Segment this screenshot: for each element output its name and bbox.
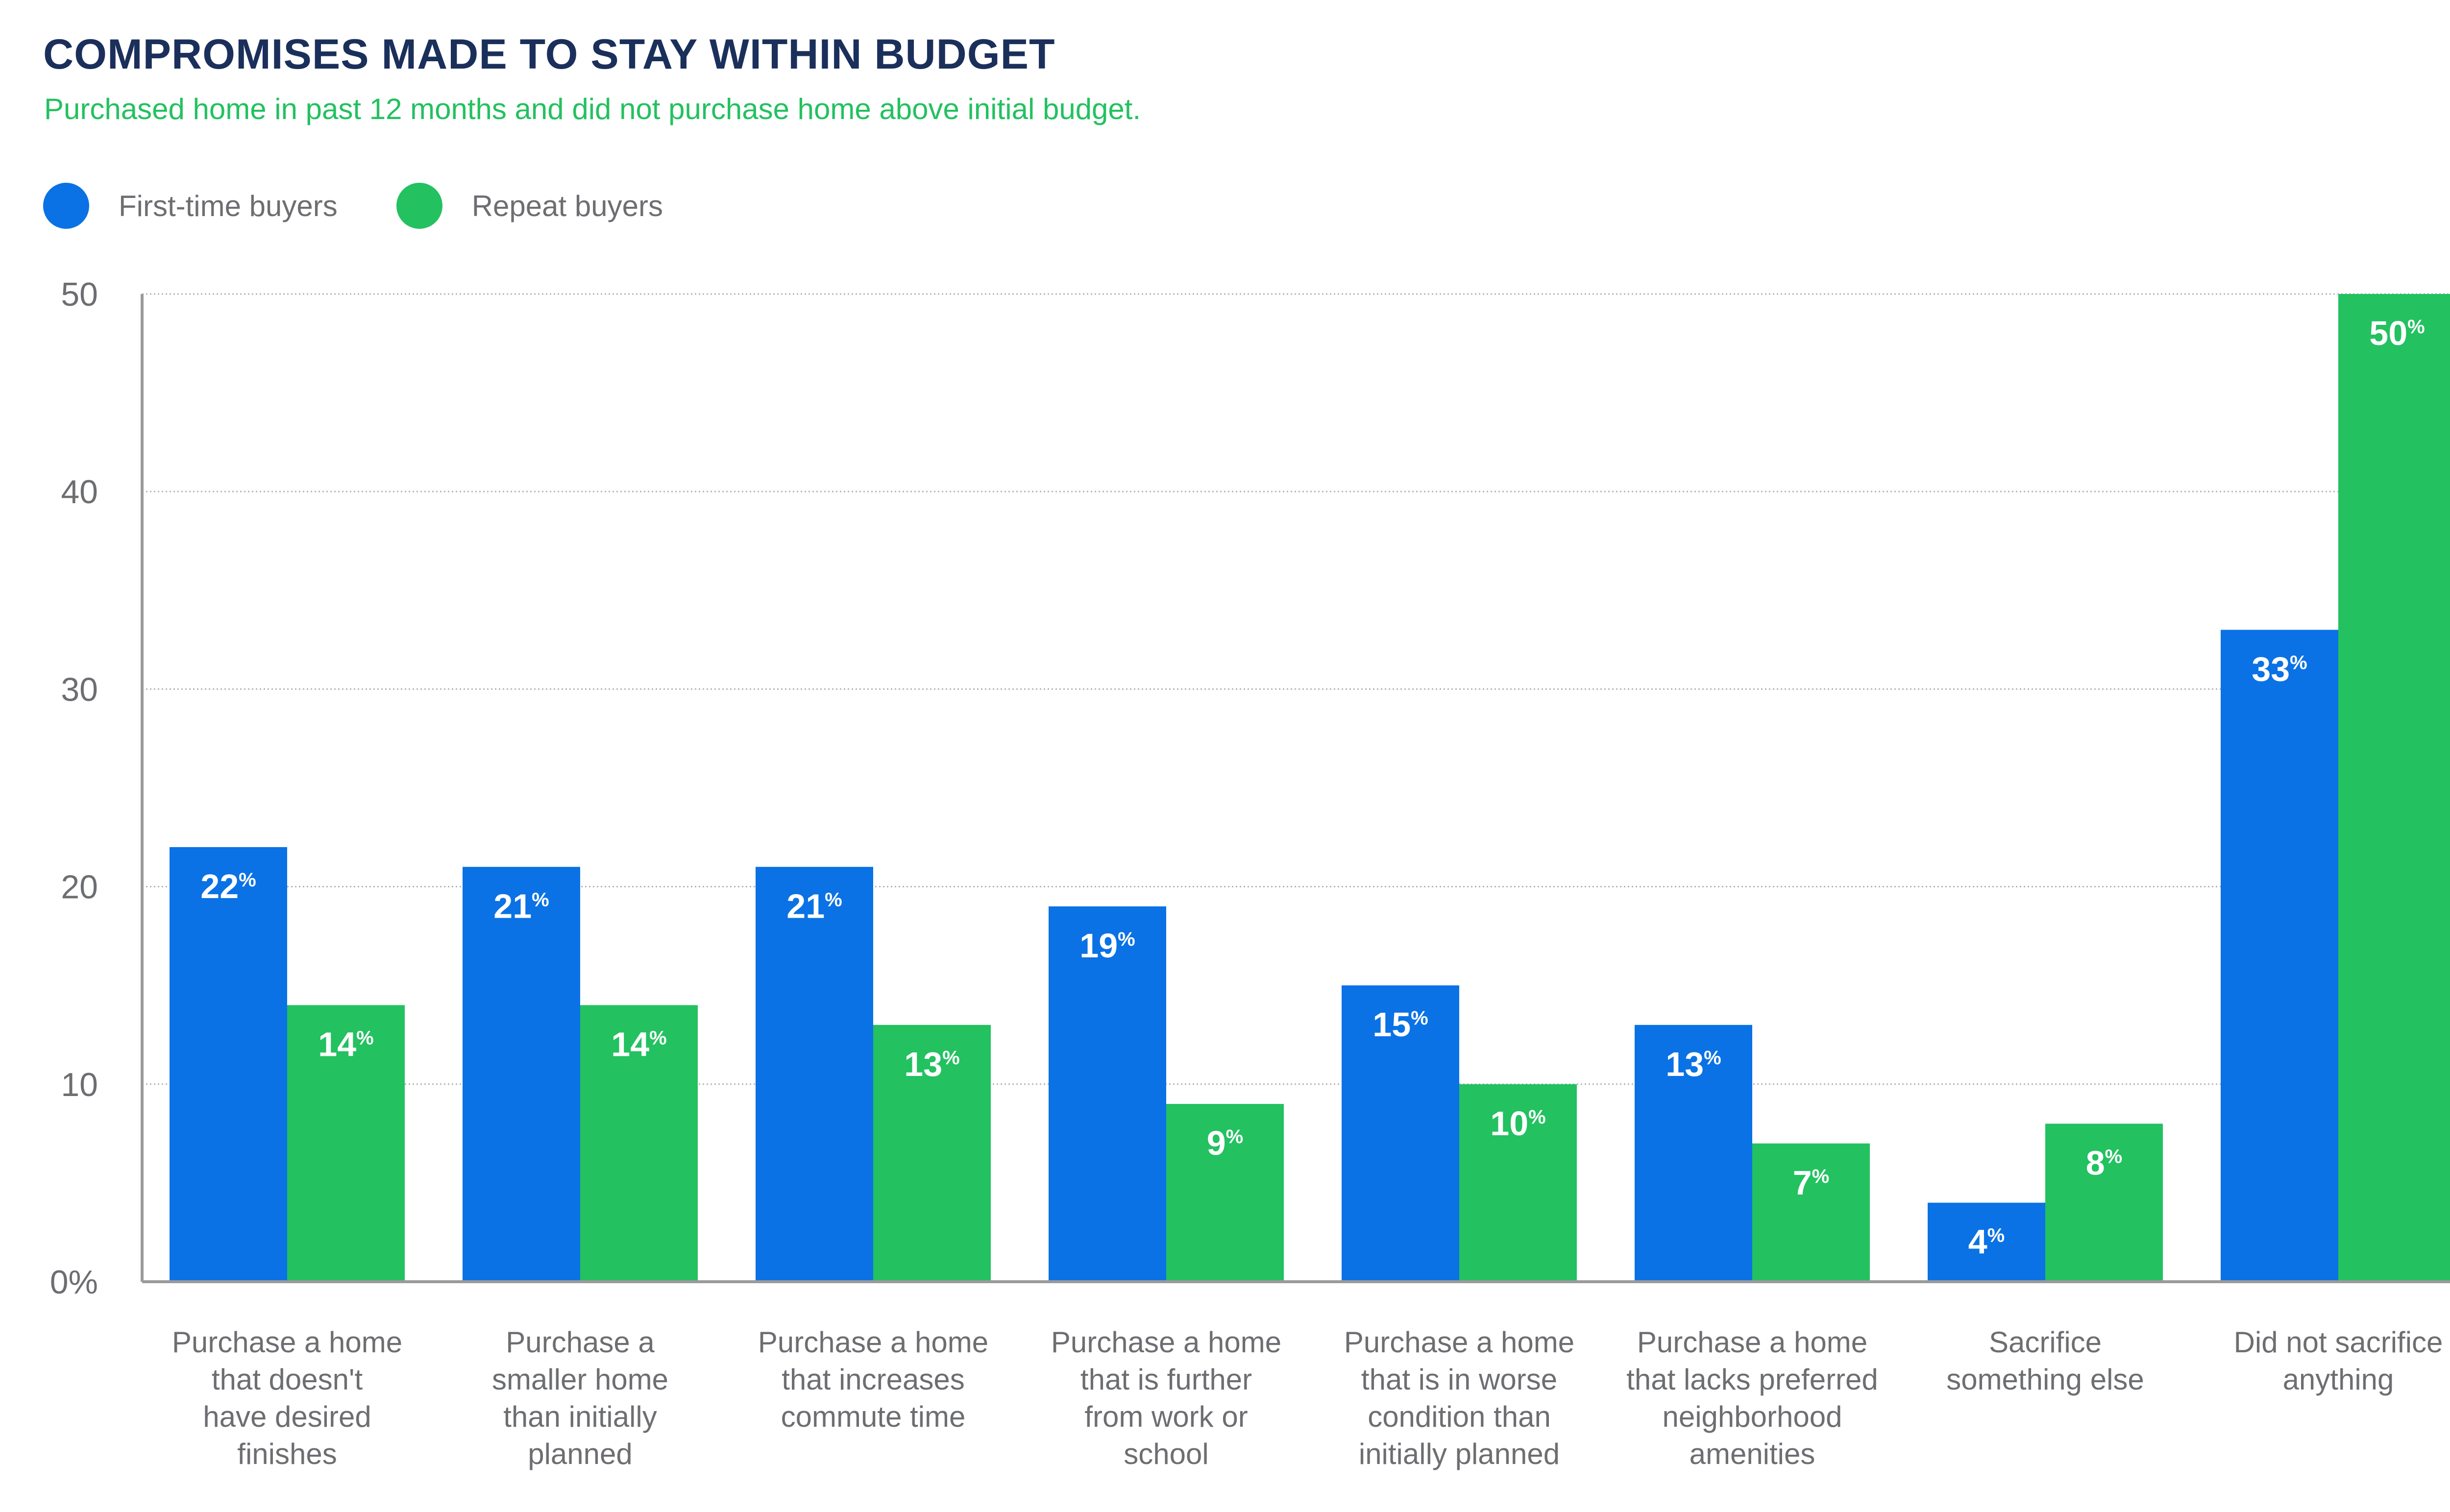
axes [141, 294, 2450, 1283]
bar [2338, 294, 2450, 1282]
bars [170, 294, 2450, 1282]
legend-label-first-time-buyers: First-time buyers [119, 189, 338, 222]
legend-item-repeat-buyers: Repeat buyers [396, 183, 663, 229]
y-tick-label: 0% [50, 1264, 98, 1301]
legend-swatch-first-time-buyers [43, 183, 89, 229]
data-label: 10% [1490, 1104, 1545, 1143]
data-label: 9% [1207, 1124, 1244, 1162]
bar [1459, 1084, 1577, 1282]
category-label: Sacrifice something else [1946, 1326, 2144, 1396]
y-tick-label: 10 [61, 1066, 98, 1103]
y-tick-label: 40 [61, 473, 98, 511]
y-tick-label: 50 [61, 276, 98, 313]
y-axis-ticks: 0% 10 20 30 40 50 [50, 276, 98, 1301]
chart-title: COMPROMISES MADE TO STAY WITHIN BUDGET [43, 31, 1055, 78]
bar [170, 847, 287, 1282]
bar [2045, 1123, 2163, 1282]
chart-subtitle: Purchased home in past 12 months and did… [44, 93, 1141, 125]
category-label: Purchase a home that increases commute tim… [758, 1326, 988, 1433]
bar [1166, 1104, 1284, 1282]
bar [1928, 1202, 2045, 1282]
category-label: Purchase a home that is in worse condition… [1344, 1326, 1574, 1470]
legend-item-first-time-buyers: First-time buyers [43, 183, 338, 229]
category-label: Purchase a home that is further from work … [1051, 1326, 1281, 1470]
bar [1049, 906, 1166, 1282]
y-tick-label: 30 [61, 671, 98, 708]
bar [580, 1005, 698, 1282]
category-label: Purchase a home that doesn't have desired f… [172, 1326, 402, 1470]
bar [2221, 630, 2338, 1282]
bar [1635, 1024, 1752, 1282]
category-labels: Purchase a home that doesn't have desired f… [172, 1326, 2443, 1470]
bar [756, 867, 873, 1282]
bar [463, 867, 580, 1282]
category-label: Purchase a home that lacks preferred neigh… [1626, 1326, 1878, 1470]
y-tick-label: 20 [61, 869, 98, 906]
bar [1342, 985, 1459, 1282]
legend-label-repeat-buyers: Repeat buyers [471, 189, 663, 222]
bar [873, 1024, 991, 1282]
category-label: Purchase a smaller home than initially plan… [492, 1326, 668, 1470]
bar [1752, 1143, 1870, 1282]
legend-swatch-repeat-buyers [396, 183, 442, 229]
legend: First-time buyers Repeat buyers [43, 181, 722, 230]
bar [287, 1005, 405, 1282]
category-label: Did not sacrifice anything [2234, 1326, 2443, 1396]
